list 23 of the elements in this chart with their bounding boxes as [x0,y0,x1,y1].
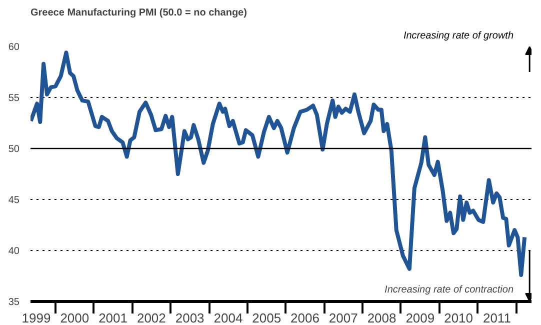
x-tick-label: 2011 [482,310,511,325]
y-tick-label: 60 [8,42,20,53]
x-tick-label: 2007 [328,310,358,325]
y-tick-label: 50 [8,144,20,155]
chart-title: Greece Manufacturing PMI (50.0 = no change) [30,8,247,18]
x-tick-label: 2000 [60,310,90,325]
y-tick-label: 40 [8,246,20,257]
text: Increasing rate of growth [403,30,514,42]
x-tick-label: 2001 [98,310,128,325]
x-tick-label: 2009 [406,310,435,325]
x-tick-label: 2010 [444,310,474,325]
line-series [30,50,527,277]
y-tick-label: 45 [8,195,20,206]
x-tick-label: 1999 [22,310,51,325]
x-tick-label: 2002 [136,310,166,325]
x-tick-label: 2003 [175,310,204,325]
x-tick-label: 2004 [214,310,243,325]
x-tick-label: 2008 [367,310,396,325]
y-tick-label: 55 [8,93,20,104]
x-tick-label: 2006 [290,310,320,325]
x-tick-label: 2005 [252,310,282,325]
y-tick-label: 35 [8,297,20,308]
annotation: Increasing rate of contraction [384,284,514,296]
